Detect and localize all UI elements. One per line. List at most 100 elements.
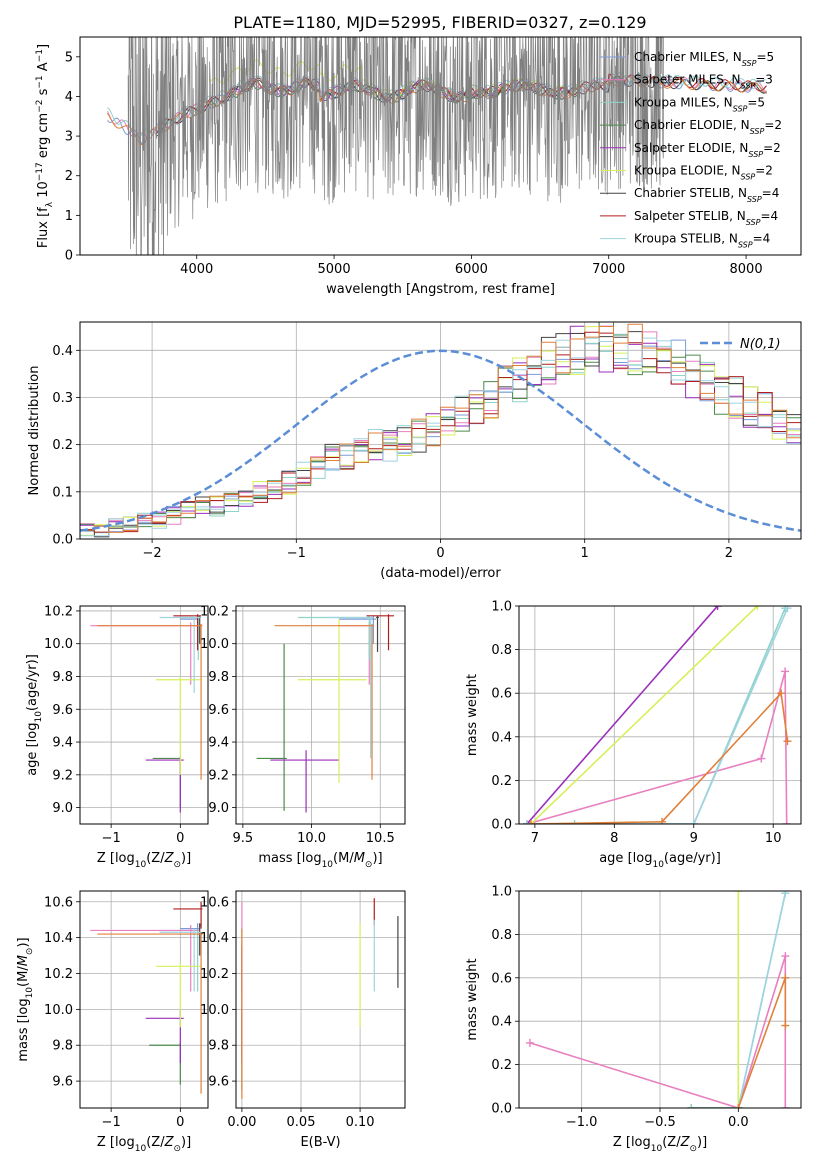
y-tick-label: 10.2	[200, 967, 229, 982]
x-axis-label: mass [log10(M/M⊙)]	[258, 851, 382, 870]
y-tick-label: 9.4	[52, 736, 73, 751]
x-tick-label: −2	[143, 546, 162, 561]
mass-weight-line	[526, 607, 786, 824]
axes-frame	[235, 605, 406, 825]
x-tick-label: −1	[102, 831, 121, 846]
y-tick-label: 0.4	[491, 1015, 512, 1030]
axes-frame	[79, 890, 209, 1109]
x-tick-label: −1.0	[566, 1115, 598, 1130]
histogram-step-line	[80, 333, 801, 537]
data-point	[713, 606, 722, 610]
y-tick-label: 10.6	[44, 895, 73, 910]
y-tick-label: 0.6	[491, 971, 512, 986]
axes-frame	[518, 605, 802, 825]
y-axis-label: age [log10(age/yr)]	[25, 654, 44, 776]
x-tick-label: 2	[725, 546, 733, 561]
legend-label: N(0,1)	[740, 337, 781, 352]
axes-spectrum: 4000 5000 6000 7000 8000 0 1 2 3 4 5 wavelength [An…	[35, 36, 802, 297]
data-point	[781, 1021, 790, 1030]
data-point	[777, 689, 786, 698]
y-tick-label: 10.2	[44, 967, 73, 982]
plot-area	[256, 614, 395, 813]
data-point	[782, 820, 791, 824]
legend-label: Kroupa MILES, NSSP=5	[634, 95, 765, 113]
y-tick-label: 9.6	[52, 1075, 73, 1090]
y-tick-label: 1.0	[491, 885, 512, 900]
x-axis-label: (data-model)/error	[380, 566, 501, 581]
histogram-step-line	[80, 326, 801, 536]
y-tick-label: 9.4	[208, 736, 229, 751]
y-tick-label: 0.4	[52, 344, 73, 359]
y-tick-label: 3	[65, 130, 73, 145]
x-tick-label: 0.10	[346, 1115, 375, 1130]
legend-label: Chabrier ELODIE, NSSP=2	[634, 118, 782, 136]
y-tick-label: 9.6	[208, 1075, 229, 1090]
y-tick-label: 10.2	[200, 604, 229, 619]
plot-area	[525, 891, 790, 1108]
y-axis-label: Normed distribution	[27, 366, 42, 496]
y-tick-label: 1	[65, 209, 73, 224]
y-tick-label: 0	[65, 249, 73, 264]
x-tick-label: 5000	[318, 262, 351, 277]
y-tick-label: 4	[65, 90, 73, 105]
y-tick-label: 0.3	[52, 391, 73, 406]
y-tick-label: 0.2	[52, 438, 73, 453]
x-tick-label: 6000	[455, 262, 488, 277]
y-tick-label: 1.0	[491, 600, 512, 615]
data-point	[781, 1104, 790, 1108]
x-tick-label: 9.5	[233, 831, 254, 846]
y-tick-label: 0.2	[491, 1058, 512, 1073]
y-tick-label: 9.6	[208, 703, 229, 718]
axes-mass-vs-EBV: 0.00 0.05 0.10 9.6 9.8 10.0 10.2 10.4 10.6 E(B-V)	[200, 890, 406, 1150]
y-tick-label: 0.8	[491, 928, 512, 943]
y-tick-label: 2	[65, 169, 73, 184]
y-tick-label: 9.2	[52, 768, 73, 783]
legend-label: Chabrier MILES, NSSP=5	[634, 50, 774, 68]
y-tick-label: 0.0	[491, 1102, 512, 1117]
legend-label: Salpeter STELIB, NSSP=4	[634, 209, 778, 227]
axes-frame	[79, 321, 802, 540]
plot-area	[80, 322, 801, 538]
x-axis-label: Z [log10(Z/Z⊙)]	[613, 1135, 707, 1154]
data-point	[526, 820, 535, 824]
x-axis-label: Z [log10(Z/Z⊙)]	[97, 851, 191, 870]
axes-age-vs-Z: −1 0 9.0 9.2 9.4 9.6 9.8 10.0 10.2 Z [log10(Z/Z⊙)…	[25, 604, 209, 870]
y-tick-label: 9.8	[52, 670, 73, 685]
data-point	[753, 606, 762, 610]
mass-weight-line	[526, 671, 788, 824]
x-tick-label: 10.5	[366, 831, 395, 846]
plot-area	[107, 37, 768, 255]
y-tick-label: 9.8	[208, 1039, 229, 1054]
x-tick-label: 0	[176, 831, 184, 846]
plot-area	[241, 898, 399, 1100]
x-tick-label: 0.00	[227, 1115, 256, 1130]
y-axis-label: mass weight	[465, 958, 480, 1040]
y-tick-label: 10.0	[200, 637, 229, 652]
y-tick-label: 0.2	[491, 774, 512, 789]
x-tick-label: 10.0	[297, 831, 326, 846]
x-axis-label: E(B-V)	[300, 1135, 340, 1150]
y-tick-label: 10.0	[44, 1003, 73, 1018]
data-point	[783, 737, 792, 746]
y-tick-label: 10.0	[200, 1003, 229, 1018]
plot-area	[90, 614, 203, 813]
y-axis-label: mass weight	[465, 674, 480, 756]
data-point	[522, 820, 531, 824]
mass-weight-line	[530, 691, 789, 824]
data-point	[734, 891, 743, 895]
x-tick-label: 8	[610, 831, 618, 846]
histogram-step-line	[80, 331, 801, 533]
legend: Chabrier MILES, NSSP=5 Salpeter MILES, NS…	[600, 50, 782, 249]
data-point	[687, 1104, 696, 1108]
y-tick-label: 9.6	[52, 703, 73, 718]
data-point	[781, 952, 790, 961]
mass-weight-line	[529, 955, 787, 1108]
x-tick-label: 4000	[180, 262, 213, 277]
legend-label: Salpeter MILES, NSSP=3	[634, 73, 773, 91]
y-tick-label: 0.0	[491, 818, 512, 833]
y-tick-label: 0.0	[52, 533, 73, 548]
observed-spectrum-line	[127, 37, 664, 255]
data-point	[657, 817, 666, 824]
y-tick-label: 0.4	[491, 730, 512, 745]
